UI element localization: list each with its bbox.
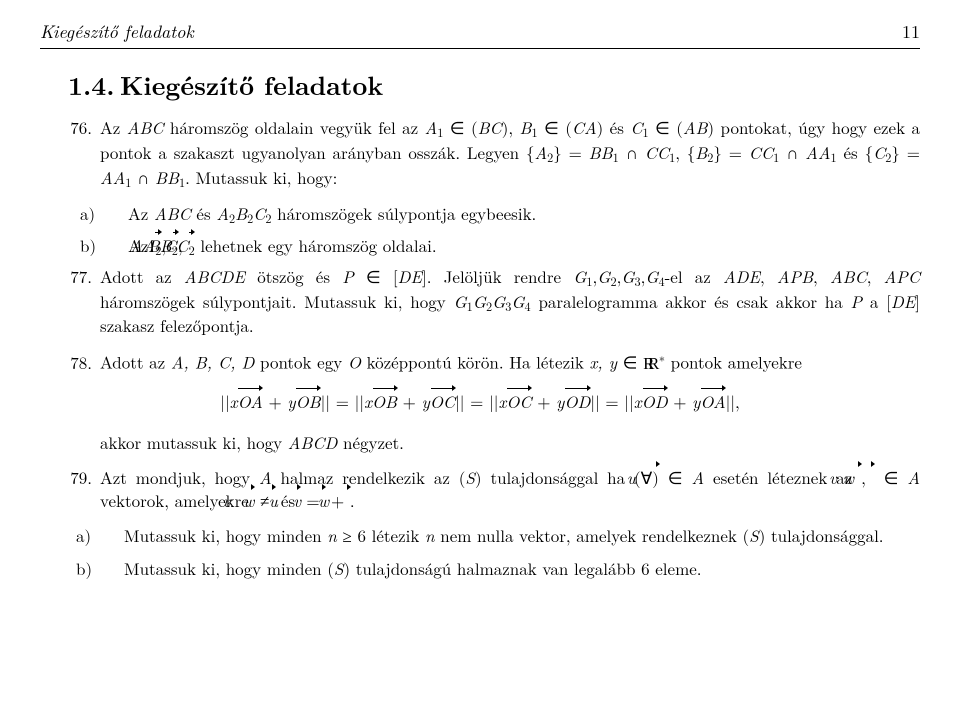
vector-icon: OB [372, 390, 397, 413]
problem-78: 78.Adott az A, B, C, D pontok egy O közé… [40, 349, 920, 376]
problem-79-b: b)Mutassuk ki, hogy minden (S) tulajdons… [124, 557, 920, 580]
rule [40, 48, 920, 49]
problem-78-equation: ||xOA + yOB|| = ||xOB + yOC|| = ||xOC + … [40, 390, 920, 413]
problem-76-parts: a)Az ABC és A2B2C2 háromszögek súlypontj… [40, 202, 920, 258]
vector-icon: OA [700, 390, 725, 413]
problem-number: 78. [68, 351, 92, 374]
vector-icon: OA [238, 390, 263, 413]
problem-79-a: a)Mutassuk ki, hogy minden n ≥ 6 létezik… [124, 524, 920, 547]
page-number: 11 [902, 20, 920, 44]
section-title: Kiegészítő feladatok [120, 66, 383, 103]
running-head: Kiegészítő feladatok 11 [40, 20, 920, 44]
vector-icon: OD [564, 390, 590, 413]
problem-79-parts: a)Mutassuk ki, hogy minden n ≥ 6 létezik… [40, 524, 920, 580]
vector-icon: CC2 [188, 234, 194, 259]
running-head-title: Kiegészítő feladatok [40, 20, 194, 44]
problem-76-b: b)Az AA2, BB2, CC2 lehetnek egy háromszö… [128, 234, 920, 259]
vector-icon: OD [642, 390, 668, 413]
section-heading: 1.4.Kiegészítő feladatok [40, 67, 920, 102]
vector-icon: OB [296, 390, 321, 413]
problem-number: 76. [68, 116, 92, 139]
problem-number: 77. [68, 265, 92, 288]
real-numbers-icon: RR [643, 354, 659, 373]
section-number: 1.4. [68, 67, 120, 102]
problem-79: 79.Azt mondjuk, hogy A halmaz rendelkezi… [40, 466, 920, 512]
problem-77: 77.Adott az ABCDE ötszög és P ∈ [DE]. Je… [40, 265, 920, 337]
problem-76: 76.Az ABC háromszög oldalain vegyük fel … [40, 116, 920, 190]
problem-76-a: a)Az ABC és A2B2C2 háromszögek súlypontj… [128, 202, 920, 227]
vector-icon: OC [506, 390, 531, 413]
vector-icon: OC [430, 390, 455, 413]
problem-number: 79. [68, 466, 92, 489]
problem-78-conclusion: akkor mutassuk ki, hogy ABCD négyzet. [40, 431, 920, 454]
